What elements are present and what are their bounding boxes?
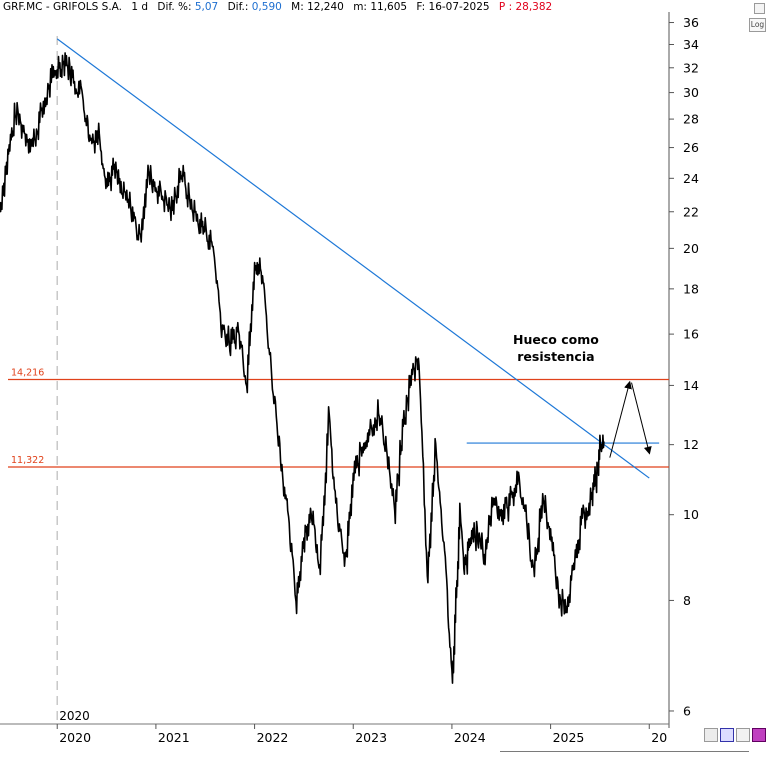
y-tick-label: 32 — [683, 60, 699, 75]
x-tick-label: 2023 — [355, 730, 387, 745]
chart-header: GRF.MC - GRIFOLS S.A. 1 d Dif. %: 5,07 D… — [3, 1, 552, 17]
date-label: F: — [416, 1, 426, 13]
x-tick-label: 2024 — [454, 730, 486, 745]
price-label: P : — [498, 1, 513, 13]
change-label: Dif.: — [227, 1, 249, 13]
save-icon[interactable] — [720, 728, 734, 742]
low-label: m: — [353, 1, 367, 13]
change-pct-label: Dif. %: — [157, 1, 192, 13]
annotation-line-2: resistencia — [517, 349, 594, 364]
x-tick-label: 2025 — [553, 730, 585, 745]
y-tick-label: 16 — [683, 327, 699, 342]
y-tick-label: 20 — [683, 241, 699, 256]
y-tick-label: 34 — [683, 37, 699, 52]
period-label: 2020 — [59, 709, 90, 723]
y-tick-label: 36 — [683, 15, 699, 30]
y-tick-label: 6 — [683, 703, 691, 718]
y-tick-label: 22 — [683, 204, 699, 219]
color-icon[interactable] — [752, 728, 766, 742]
y-tick-label: 30 — [683, 85, 699, 100]
log-scale-button[interactable]: Log — [749, 18, 766, 32]
scrollbar[interactable] — [500, 751, 749, 752]
price-series — [0, 52, 605, 684]
close-icon[interactable] — [754, 3, 765, 14]
high-value: 12,240 — [307, 1, 344, 13]
y-tick-label: 26 — [683, 140, 699, 155]
level-label: 11,322 — [11, 455, 44, 466]
y-tick-label: 12 — [683, 437, 699, 452]
high-label: M: — [291, 1, 304, 13]
crosshair-icon[interactable] — [736, 728, 750, 742]
y-tick-label: 28 — [683, 112, 699, 127]
price-value: 28,382 — [515, 1, 553, 13]
x-tick-label: 2020 — [59, 730, 91, 745]
interval: 1 d — [131, 1, 149, 13]
symbol-name: GRF.MC - GRIFOLS S.A. — [3, 1, 123, 13]
annotation-line-1: Hueco como — [513, 332, 599, 347]
change-pct-value: 5,07 — [194, 1, 219, 13]
y-tick-label: 18 — [683, 281, 699, 296]
x-tick-label: 2021 — [158, 730, 190, 745]
y-tick-label: 8 — [683, 593, 691, 608]
projection-arrow — [609, 380, 632, 458]
x-tick-label: 20 — [651, 730, 667, 745]
y-tick-label: 10 — [683, 507, 699, 522]
y-tick-label: 24 — [683, 171, 699, 186]
y-tick-label: 14 — [683, 378, 699, 393]
low-value: 11,605 — [370, 1, 408, 13]
x-tick-label: 2022 — [257, 730, 289, 745]
projection-arrow — [631, 382, 652, 455]
trend-line — [56, 38, 650, 479]
level-label: 14,216 — [11, 368, 44, 379]
date-value: 16-07-2025 — [428, 1, 490, 13]
drawing-tool-icon[interactable] — [704, 728, 718, 742]
change-value: 0,590 — [251, 1, 282, 13]
